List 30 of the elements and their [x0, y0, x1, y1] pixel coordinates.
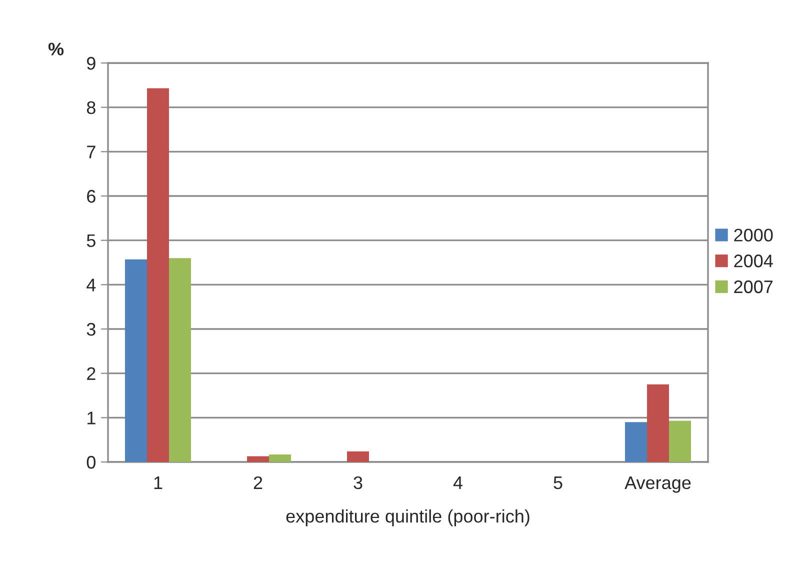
legend-label: 2000: [734, 228, 773, 242]
x-axis-title: expenditure quintile (poor-rich): [286, 509, 530, 526]
x-tick-label: 4: [453, 476, 462, 489]
x-tick-label: 5: [554, 476, 562, 490]
bar: [625, 422, 647, 462]
y-tick-label: 3: [86, 322, 96, 336]
x-tick-label: 1: [154, 476, 162, 489]
bar: [269, 454, 291, 462]
y-tick-label: 9: [87, 56, 96, 70]
y-tick-label: 7: [87, 146, 96, 158]
y-tick-label: 4: [86, 278, 96, 292]
bar: [125, 259, 147, 462]
y-tick-label: 1: [88, 412, 96, 424]
y-tick-label: 5: [86, 234, 96, 248]
bar: [347, 451, 369, 462]
y-axis-title: %: [48, 42, 64, 56]
bar: [669, 420, 691, 462]
x-tick-label: 3: [354, 476, 362, 490]
bar: [247, 456, 269, 462]
bar: [647, 384, 669, 462]
legend-label: 2004: [734, 254, 773, 268]
y-tick-label: 0: [86, 456, 96, 469]
y-tick-label: 6: [87, 190, 96, 203]
x-tick-label: 2: [254, 476, 262, 489]
bar: [147, 88, 169, 462]
legend-label: 2007: [734, 280, 773, 294]
y-tick-label: 2: [87, 367, 96, 380]
x-tick-label: Average: [624, 476, 691, 493]
y-tick-label: 8: [86, 101, 96, 114]
bar: [169, 258, 191, 462]
